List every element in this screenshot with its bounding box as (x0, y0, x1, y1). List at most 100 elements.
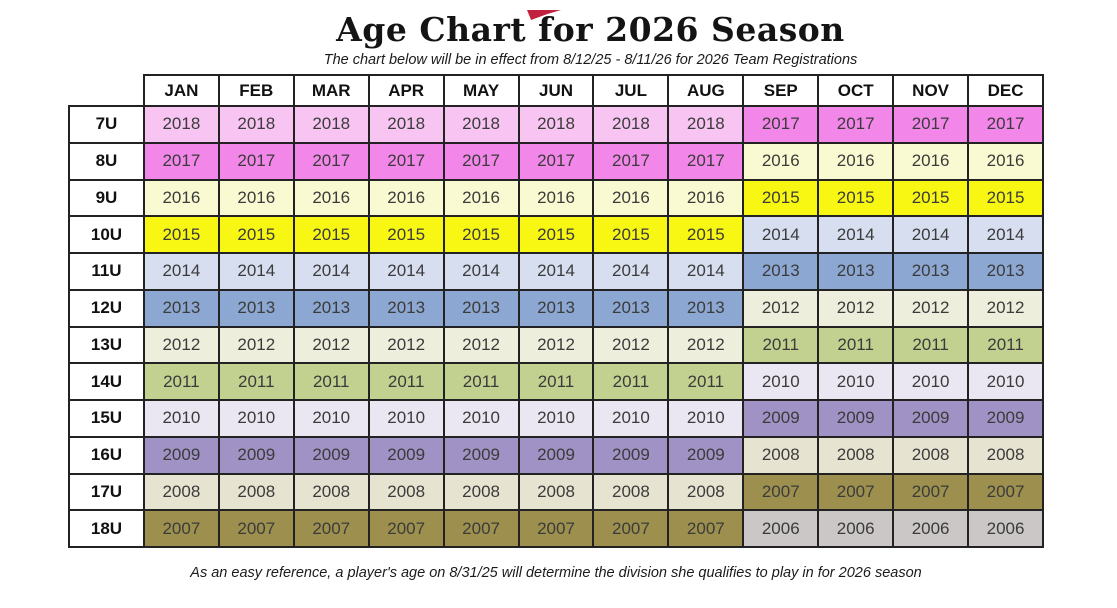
year-cell: 2013 (892, 252, 970, 291)
year-cell: 2007 (517, 509, 595, 548)
year-cell: 2006 (817, 509, 895, 548)
year-cell: 2007 (892, 472, 970, 512)
month-header-nov: NOV (892, 74, 970, 107)
year-cell: 2012 (592, 325, 670, 365)
division-label: 10U (68, 215, 145, 254)
age-chart-table: JAN FEB MAR APR MAY JUN JUL AUG SEP OCT NOV DEC 7U 2… (68, 74, 1044, 548)
year-cell: 2011 (667, 362, 745, 401)
table-body: 7U 2018 2018 2018 2018 2018 2018 2018 2018 2017 20… (68, 105, 1044, 548)
table-row-9u: 9U 2016 2016 2016 2016 2016 2016 2016 2016 2015 20… (68, 178, 1044, 218)
year-cell: 2012 (742, 288, 820, 328)
division-label: 15U (68, 399, 145, 438)
year-cell: 2015 (292, 215, 370, 254)
year-cell: 2017 (742, 105, 820, 144)
year-cell: 2008 (592, 472, 670, 512)
year-cell: 2015 (367, 215, 445, 254)
year-cell: 2009 (967, 399, 1044, 438)
division-label: 11U (68, 252, 145, 291)
year-cell: 2011 (142, 362, 220, 401)
year-cell: 2010 (442, 399, 520, 438)
table-row-16u: 16U 2009 2009 2009 2009 2009 2009 2009 2009 2008 2… (68, 435, 1044, 475)
year-cell: 2017 (892, 105, 970, 144)
year-cell: 2013 (517, 288, 595, 328)
year-cell: 2006 (892, 509, 970, 548)
year-cell: 2010 (592, 399, 670, 438)
division-label: 14U (68, 362, 145, 401)
year-cell: 2015 (442, 215, 520, 254)
year-cell: 2016 (967, 141, 1044, 181)
year-cell: 2008 (517, 472, 595, 512)
table-row-13u: 13U 2012 2012 2012 2012 2012 2012 2012 2012 2011 2… (68, 325, 1044, 365)
month-header-apr: APR (367, 74, 445, 107)
year-cell: 2013 (142, 288, 220, 328)
year-cell: 2014 (592, 252, 670, 291)
year-cell: 2009 (592, 435, 670, 475)
year-cell: 2009 (292, 435, 370, 475)
year-cell: 2015 (217, 215, 295, 254)
month-header-oct: OCT (817, 74, 895, 107)
table-header: JAN FEB MAR APR MAY JUN JUL AUG SEP OCT NOV DEC (69, 74, 1044, 107)
year-cell: 2008 (742, 435, 820, 475)
year-cell: 2016 (817, 141, 895, 181)
year-cell: 2007 (592, 509, 670, 548)
year-cell: 2008 (967, 435, 1044, 475)
year-cell: 2010 (742, 362, 820, 401)
year-cell: 2011 (817, 325, 895, 365)
year-cell: 2007 (967, 472, 1044, 512)
year-cell: 2015 (892, 178, 970, 218)
year-cell: 2014 (742, 215, 820, 254)
year-cell: 2013 (592, 288, 670, 328)
month-header-row: JAN FEB MAR APR MAY JUN JUL AUG SEP OCT NOV DEC (69, 74, 1044, 107)
year-cell: 2012 (292, 325, 370, 365)
year-cell: 2016 (292, 178, 370, 218)
year-cell: 2011 (592, 362, 670, 401)
year-cell: 2014 (292, 252, 370, 291)
year-cell: 2007 (742, 472, 820, 512)
year-cell: 2006 (967, 509, 1044, 548)
year-cell: 2012 (442, 325, 520, 365)
header: Age Chart for 2026 Season The chart belo… (64, 10, 1117, 69)
year-cell: 2006 (742, 509, 820, 548)
corner-cell (69, 75, 144, 106)
year-cell: 2015 (967, 178, 1044, 218)
year-cell: 2016 (367, 178, 445, 218)
year-cell: 2017 (217, 141, 295, 181)
year-cell: 2011 (892, 325, 970, 365)
year-cell: 2014 (817, 215, 895, 254)
year-cell: 2010 (667, 399, 745, 438)
year-cell: 2013 (367, 288, 445, 328)
year-cell: 2009 (742, 399, 820, 438)
year-cell: 2010 (817, 362, 895, 401)
year-cell: 2015 (517, 215, 595, 254)
year-cell: 2016 (517, 178, 595, 218)
year-cell: 2018 (667, 105, 745, 144)
year-cell: 2018 (217, 105, 295, 144)
year-cell: 2016 (142, 178, 220, 218)
year-cell: 2007 (667, 509, 745, 548)
year-cell: 2010 (367, 399, 445, 438)
month-header-mar: MAR (292, 74, 370, 107)
year-cell: 2011 (517, 362, 595, 401)
year-cell: 2017 (142, 141, 220, 181)
table-row-12u: 12U 2013 2013 2013 2013 2013 2013 2013 2013 2012 2… (68, 288, 1044, 328)
year-cell: 2007 (292, 509, 370, 548)
year-cell: 2008 (142, 472, 220, 512)
year-cell: 2013 (817, 252, 895, 291)
year-cell: 2013 (742, 252, 820, 291)
year-cell: 2011 (367, 362, 445, 401)
year-cell: 2016 (667, 178, 745, 218)
year-cell: 2010 (292, 399, 370, 438)
month-header-feb: FEB (217, 74, 295, 107)
year-cell: 2012 (367, 325, 445, 365)
year-cell: 2018 (442, 105, 520, 144)
table-row-10u: 10U 2015 2015 2015 2015 2015 2015 2015 2015 2014 2… (68, 215, 1044, 254)
year-cell: 2009 (367, 435, 445, 475)
year-cell: 2015 (142, 215, 220, 254)
month-header-aug: AUG (667, 74, 745, 107)
footnote: As an easy reference, a player's age on … (190, 565, 922, 581)
year-cell: 2011 (967, 325, 1044, 365)
year-cell: 2015 (817, 178, 895, 218)
year-cell: 2017 (517, 141, 595, 181)
logo-fragment-icon (527, 10, 561, 20)
year-cell: 2017 (292, 141, 370, 181)
